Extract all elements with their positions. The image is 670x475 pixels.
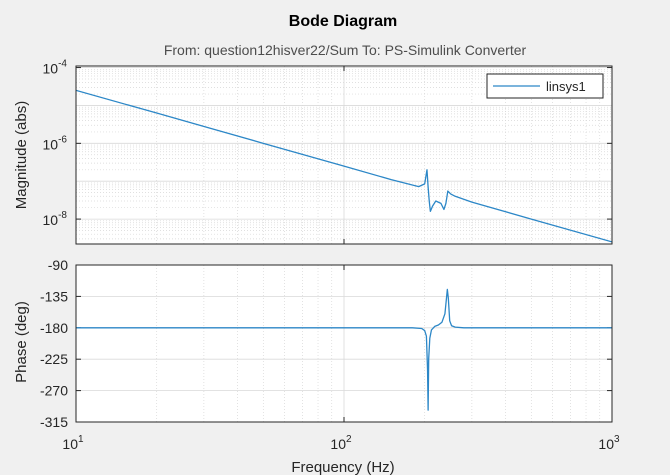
- frequency-tick-label: 102: [330, 434, 352, 452]
- phase-ytick-label: -180: [40, 320, 68, 336]
- magnitude-axis-label: Magnitude (abs): [13, 101, 30, 209]
- phase-ytick-label: -225: [40, 351, 68, 367]
- legend[interactable]: linsys1: [486, 73, 604, 99]
- magnitude-ytick-exp: -4: [58, 59, 67, 70]
- phase-series-linsys1[interactable]: [76, 288, 612, 411]
- frequency-tick-base: 10: [330, 436, 346, 452]
- magnitude-ytick-base: 10: [43, 61, 59, 77]
- frequency-tick-label: 103: [598, 434, 620, 452]
- legend-label-linsys1: linsys1: [546, 79, 586, 94]
- chart-subtitle: From: question12hisver22/Sum To: PS-Simu…: [164, 42, 527, 58]
- phase-ytick-label: -90: [48, 257, 68, 273]
- frequency-tick-exp: 2: [346, 434, 352, 445]
- magnitude-ytick-label: 10-6: [43, 134, 68, 152]
- magnitude-ytick-label: 10-8: [43, 210, 68, 228]
- magnitude-ytick-label: 10-4: [43, 59, 68, 77]
- chart-title: Bode Diagram: [289, 13, 397, 30]
- magnitude-ytick-exp: -8: [58, 210, 67, 221]
- frequency-tick-base: 10: [598, 436, 614, 452]
- phase-ytick-label: -270: [40, 383, 68, 399]
- phase-ytick-label: -135: [40, 288, 68, 304]
- frequency-axis-label: Frequency (Hz): [291, 459, 394, 475]
- magnitude-series-linsys1[interactable]: [76, 89, 612, 243]
- frequency-tick-exp: 1: [78, 434, 84, 445]
- frequency-tick-base: 10: [62, 436, 78, 452]
- magnitude-ytick-base: 10: [43, 136, 59, 152]
- phase-axes-box: [75, 264, 613, 423]
- magnitude-axes-box: [75, 65, 613, 245]
- magnitude-ytick-base: 10: [43, 212, 59, 228]
- phase-ytick-label: -315: [40, 414, 68, 430]
- phase-axis-label: Phase (deg): [13, 301, 30, 383]
- frequency-tick-label: 101: [62, 434, 84, 452]
- frequency-tick-exp: 3: [614, 434, 620, 445]
- magnitude-ytick-exp: -6: [58, 134, 67, 145]
